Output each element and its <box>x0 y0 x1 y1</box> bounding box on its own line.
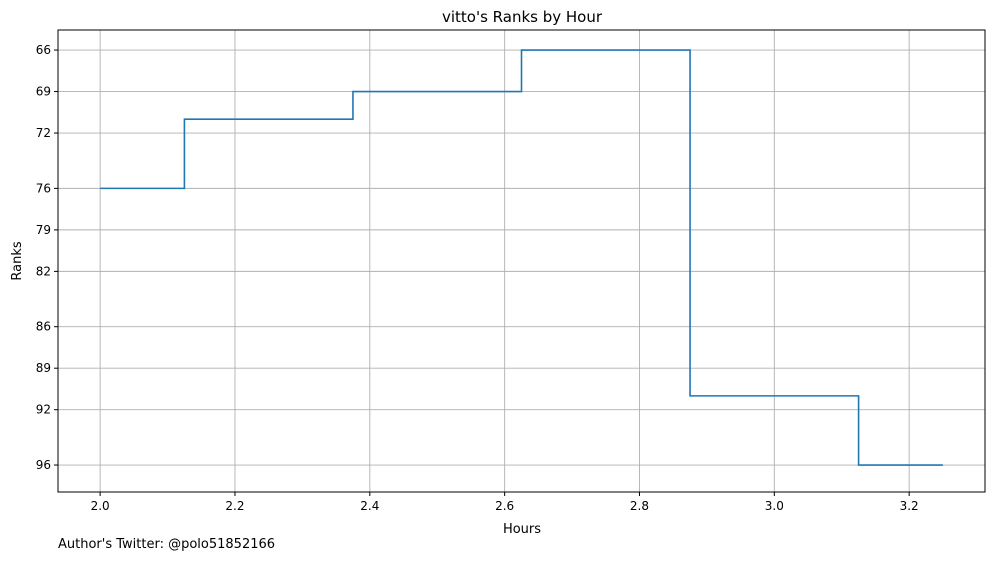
y-tick-label: 69 <box>36 85 51 99</box>
y-tick-label: 92 <box>36 403 51 417</box>
y-tick-label: 89 <box>36 361 51 375</box>
y-tick-label: 66 <box>36 43 51 57</box>
chart-title: vitto's Ranks by Hour <box>442 8 603 26</box>
x-tick-label: 2.2 <box>225 499 244 513</box>
x-tick-label: 2.8 <box>630 499 649 513</box>
y-tick-label: 79 <box>36 223 51 237</box>
grid <box>58 30 985 492</box>
author-credit: Author's Twitter: @polo51852166 <box>58 537 276 552</box>
y-tick-label: 82 <box>36 264 51 278</box>
y-tick-label: 86 <box>36 320 51 334</box>
x-tick-label: 3.2 <box>900 499 919 513</box>
x-ticks: 2.0 2.2 2.4 2.6 2.8 3.0 3.2 <box>91 492 919 513</box>
x-axis-label: Hours <box>503 522 541 537</box>
x-tick-label: 2.4 <box>360 499 379 513</box>
series-line <box>100 49 943 466</box>
x-tick-label: 3.0 <box>765 499 784 513</box>
y-axis-label: Ranks <box>10 241 25 280</box>
x-tick-label: 2.0 <box>91 499 110 513</box>
y-tick-label: 76 <box>36 181 51 195</box>
plot-frame <box>57 29 986 493</box>
x-tick-label: 2.6 <box>495 499 514 513</box>
y-tick-label: 96 <box>36 458 51 472</box>
y-tick-label: 72 <box>36 126 51 140</box>
y-ticks: 66 69 72 76 79 82 86 89 92 96 <box>36 43 58 472</box>
series <box>100 49 943 466</box>
